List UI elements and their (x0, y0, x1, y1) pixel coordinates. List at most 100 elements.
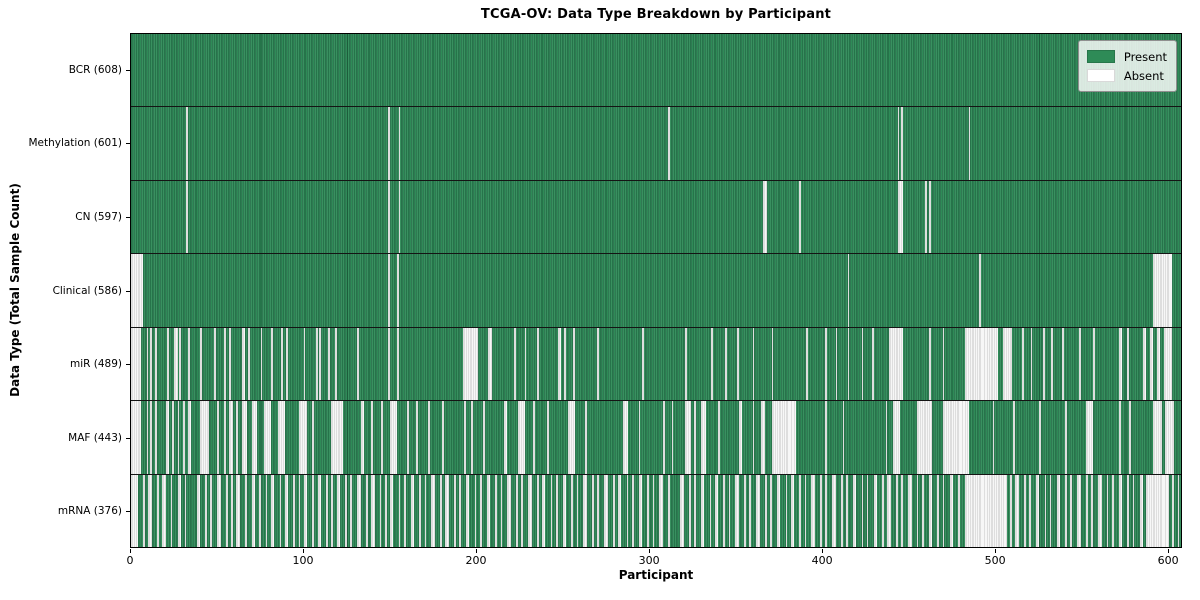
absent-stripe (958, 474, 960, 547)
absent-stripe (835, 327, 838, 401)
absent-stripe (1118, 401, 1121, 474)
absent-stripe (1065, 474, 1067, 547)
absent-stripe (825, 401, 827, 474)
absent-stripe (365, 474, 368, 547)
absent-stripe (1086, 401, 1093, 474)
absent-stripe (236, 474, 240, 547)
absent-stripe (224, 401, 226, 474)
legend-label-absent: Absent (1123, 68, 1164, 83)
absent-stripe (270, 474, 275, 547)
row-miR (131, 326, 1181, 401)
absent-stripe (738, 401, 743, 474)
absent-stripe (1051, 327, 1054, 401)
absent-stripe (1153, 401, 1162, 474)
x-tick-label: 500 (984, 554, 1006, 567)
absent-stripe (186, 107, 188, 180)
absent-stripe (205, 474, 207, 547)
absent-stripe (723, 474, 726, 547)
absent-stripe (317, 474, 321, 547)
absent-stripe (390, 401, 397, 474)
absent-stripe (371, 474, 375, 547)
absent-stripe (131, 327, 142, 401)
absent-stripe (428, 401, 430, 474)
legend-item-absent: Absent (1086, 66, 1167, 85)
absent-stripe (968, 107, 971, 180)
absent-stripe (217, 401, 220, 474)
absent-stripe (504, 401, 508, 474)
absent-stripe (790, 474, 795, 547)
absent-stripe (172, 401, 175, 474)
absent-stripe (225, 474, 228, 547)
absent-stripe (769, 474, 772, 547)
absent-stripe (693, 401, 696, 474)
absent-stripe (825, 474, 827, 547)
absent-stripe (334, 327, 337, 401)
absent-stripe (832, 474, 836, 547)
absent-stripe (652, 474, 655, 547)
absent-stripe (1127, 327, 1130, 401)
absent-stripe (131, 474, 138, 547)
absent-stripe (398, 180, 401, 254)
absent-stripe (1022, 327, 1024, 401)
absent-stripe (248, 327, 251, 401)
absent-stripe (1146, 474, 1169, 547)
absent-stripe (978, 254, 981, 327)
absent-stripe (379, 474, 382, 547)
absent-stripe (536, 327, 539, 401)
absent-stripe (612, 474, 615, 547)
absent-stripe (143, 474, 145, 547)
absent-stripe (583, 474, 587, 547)
y-tick-label: MAF (443) (68, 431, 122, 444)
absent-stripe (1061, 327, 1064, 401)
absent-stripe (1153, 254, 1173, 327)
y-tick-label: Methylation (601) (28, 137, 122, 150)
absent-stripe (293, 474, 296, 547)
absent-stripe (871, 327, 874, 401)
absent-stripe (258, 474, 261, 547)
absent-stripe (925, 180, 928, 254)
absent-stripe (638, 474, 643, 547)
absent-stripe (312, 474, 315, 547)
x-tick-label: 400 (811, 554, 833, 567)
absent-stripe (336, 474, 340, 547)
absent-stripe (735, 474, 739, 547)
absent-stripe (573, 327, 575, 401)
absent-stripe (210, 474, 213, 547)
absent-stripe (1070, 474, 1073, 547)
absent-stripe (885, 401, 888, 474)
absent-stripe (1023, 474, 1026, 547)
absent-stripe (312, 401, 315, 474)
absent-stripe (585, 401, 587, 474)
absent-stripe (200, 401, 209, 474)
absent-stripe (1172, 474, 1175, 547)
row-BCR (131, 34, 1181, 107)
legend: Present Absent (1077, 40, 1177, 92)
absent-stripe (533, 401, 536, 474)
absent-stripe (845, 474, 848, 547)
absent-stripe (901, 107, 903, 180)
absent-stripe (315, 327, 318, 401)
absent-stripe (156, 474, 159, 547)
absent-stripe (1079, 327, 1081, 401)
row-CN (131, 179, 1181, 254)
absent-stripe (806, 327, 808, 401)
absent-stripe (1127, 474, 1130, 547)
absent-stripe (495, 474, 498, 547)
x-tick-label: 200 (465, 554, 487, 567)
absent-stripe (811, 474, 815, 547)
absent-stripe (263, 401, 271, 474)
absent-stripe (319, 327, 321, 401)
absent-stripe (241, 401, 247, 474)
absent-stripe (474, 474, 477, 547)
absent-stripe (528, 474, 532, 547)
absent-stripe (1129, 401, 1131, 474)
absent-stripe (882, 474, 884, 547)
absent-stripe (149, 401, 152, 474)
absent-stripe (1118, 474, 1123, 547)
x-tick-mark (476, 549, 478, 553)
absent-stripe (224, 327, 226, 401)
absent-stripe (749, 474, 751, 547)
absent-stripe (184, 474, 187, 547)
absent-stripe (403, 474, 406, 547)
